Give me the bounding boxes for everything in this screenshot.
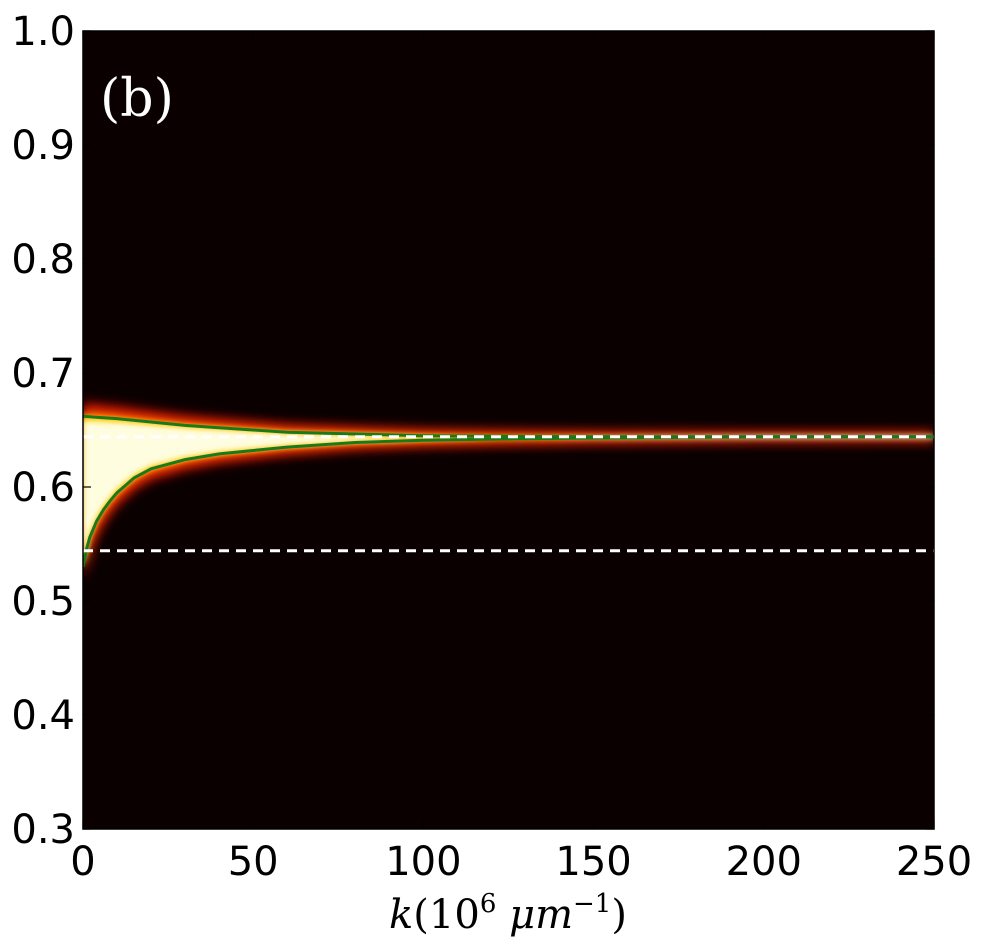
y-tick-label: 0.5 bbox=[11, 579, 75, 625]
y-axis-ticks: 0.3 0.4 0.5 0.6 0.7 0.8 0.9 1.0 bbox=[11, 9, 934, 853]
y-tick-label: 1.0 bbox=[11, 9, 75, 55]
x-tick-label: 200 bbox=[726, 839, 802, 885]
x-tick-label: 250 bbox=[896, 839, 972, 885]
plot-frame bbox=[82, 30, 935, 830]
x-tick-label: 50 bbox=[228, 839, 279, 885]
x-axis-ticks: 0 50 100 150 200 250 bbox=[70, 31, 972, 885]
y-tick-label: 0.7 bbox=[11, 351, 75, 397]
heatmap-core-glow bbox=[83, 420, 934, 563]
y-tick-label: 0.3 bbox=[11, 807, 75, 853]
x-tick-label: 150 bbox=[555, 839, 631, 885]
x-tick-label: 100 bbox=[385, 839, 461, 885]
x-tick-label: 0 bbox=[70, 839, 95, 885]
curve-1 bbox=[83, 435, 934, 568]
panel-label: (b) bbox=[100, 69, 174, 129]
y-tick-label: 0.6 bbox=[11, 465, 75, 511]
y-tick-label: 0.9 bbox=[11, 123, 75, 169]
x-axis-label: k(106 μm−1) bbox=[389, 889, 627, 938]
y-tick-label: 0.4 bbox=[11, 693, 75, 739]
y-tick-label: 0.8 bbox=[11, 237, 75, 283]
series-layer bbox=[83, 414, 934, 568]
